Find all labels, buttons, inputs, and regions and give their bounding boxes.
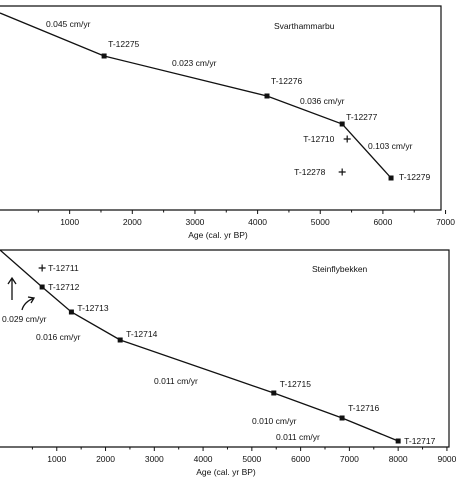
data-point xyxy=(339,121,345,127)
sample-label: T-12279 xyxy=(399,172,430,182)
sample-label: T-12715 xyxy=(280,379,311,389)
x-tick-label: 1000 xyxy=(60,217,79,227)
sample-label: T-12714 xyxy=(126,329,157,339)
rate-label: 0.036 cm/yr xyxy=(300,96,345,106)
sample-label: T-12716 xyxy=(348,403,379,413)
panel-steinflybekken: 1000 2000 3000 4000 5000 6000 7000 8000 9000 Ste… xyxy=(0,249,457,477)
sample-label: T-12712 xyxy=(48,282,79,292)
sample-label: T-12717 xyxy=(404,436,435,446)
rate-label: 0.029 cm/yr xyxy=(2,314,47,324)
data-point xyxy=(68,309,74,315)
x-tick-label: 5000 xyxy=(311,217,330,227)
x-tick-label: 3000 xyxy=(185,217,204,227)
sample-label: T-12275 xyxy=(108,39,139,49)
rate-label: 0.103 cm/yr xyxy=(368,141,413,151)
x-tick-label: 9000 xyxy=(437,454,456,464)
panel1-x-ticks: 1000 2000 3000 4000 5000 6000 7000 xyxy=(37,210,455,227)
x-tick-label: 4000 xyxy=(194,454,213,464)
x-tick-label: 2000 xyxy=(96,454,115,464)
rate-label: 0.010 cm/yr xyxy=(252,416,297,426)
rate-label: 0.011 cm/yr xyxy=(154,376,198,386)
panel-svarthammarbu: 1000 2000 3000 4000 5000 6000 7000 Svarthammar… xyxy=(0,5,455,240)
x-tick-label: 1000 xyxy=(47,454,66,464)
x-tick-label: 5000 xyxy=(242,454,261,464)
panel2-series: T-12712 T-12713 T-12714 T-12715 T-12716 T-127… xyxy=(0,249,436,446)
x-tick-label: 7000 xyxy=(340,454,359,464)
x-tick-label: 3000 xyxy=(145,454,164,464)
rate-label: 0.045 cm/yr xyxy=(46,19,91,29)
x-tick-label: 7000 xyxy=(436,217,455,227)
excluded-sample-label: T-12711 xyxy=(48,263,79,273)
panel1-title: Svarthammarbu xyxy=(274,21,335,31)
excluded-sample-label: T-12710 xyxy=(303,134,334,144)
rate-label: 0.011 cm/yr xyxy=(276,432,320,442)
excluded-point xyxy=(38,264,46,272)
series-line xyxy=(0,249,399,442)
data-point xyxy=(264,93,270,99)
up-arrow-icon xyxy=(7,276,17,300)
sample-label: T-12277 xyxy=(346,112,377,122)
panel2-x-ticks: 1000 2000 3000 4000 5000 6000 7000 8000 9000 xyxy=(31,447,457,464)
panel2-frame xyxy=(0,249,450,448)
rate-label: 0.023 cm/yr xyxy=(172,58,217,68)
data-point xyxy=(395,438,401,444)
excluded-point xyxy=(338,168,346,176)
x-tick-label: 2000 xyxy=(123,217,142,227)
curved-arrow-icon xyxy=(21,296,36,311)
sample-label: T-12713 xyxy=(77,303,108,313)
x-tick-label: 4000 xyxy=(248,217,267,227)
rate-label: 0.016 cm/yr xyxy=(36,332,81,342)
panel1-frame xyxy=(0,5,442,211)
panel1-series: T-12275 T-12276 T-12277 T-12279 T-12710 T-122… xyxy=(0,12,431,182)
panel2-x-axis-label: Age (cal. yr BP) xyxy=(196,467,256,477)
excluded-sample-label: T-12278 xyxy=(294,167,325,177)
data-point xyxy=(101,53,107,59)
panel1-x-axis-label: Age (cal. yr BP) xyxy=(188,230,248,240)
data-point xyxy=(39,284,45,290)
x-tick-label: 8000 xyxy=(389,454,408,464)
excluded-point xyxy=(343,135,351,143)
panel2-title: Steinflybekken xyxy=(312,264,368,274)
sample-label: T-12276 xyxy=(271,76,302,86)
data-point xyxy=(271,390,277,396)
x-tick-label: 6000 xyxy=(291,454,310,464)
data-point xyxy=(339,415,345,421)
x-tick-label: 6000 xyxy=(373,217,392,227)
data-point xyxy=(388,175,394,181)
data-point xyxy=(117,337,123,343)
